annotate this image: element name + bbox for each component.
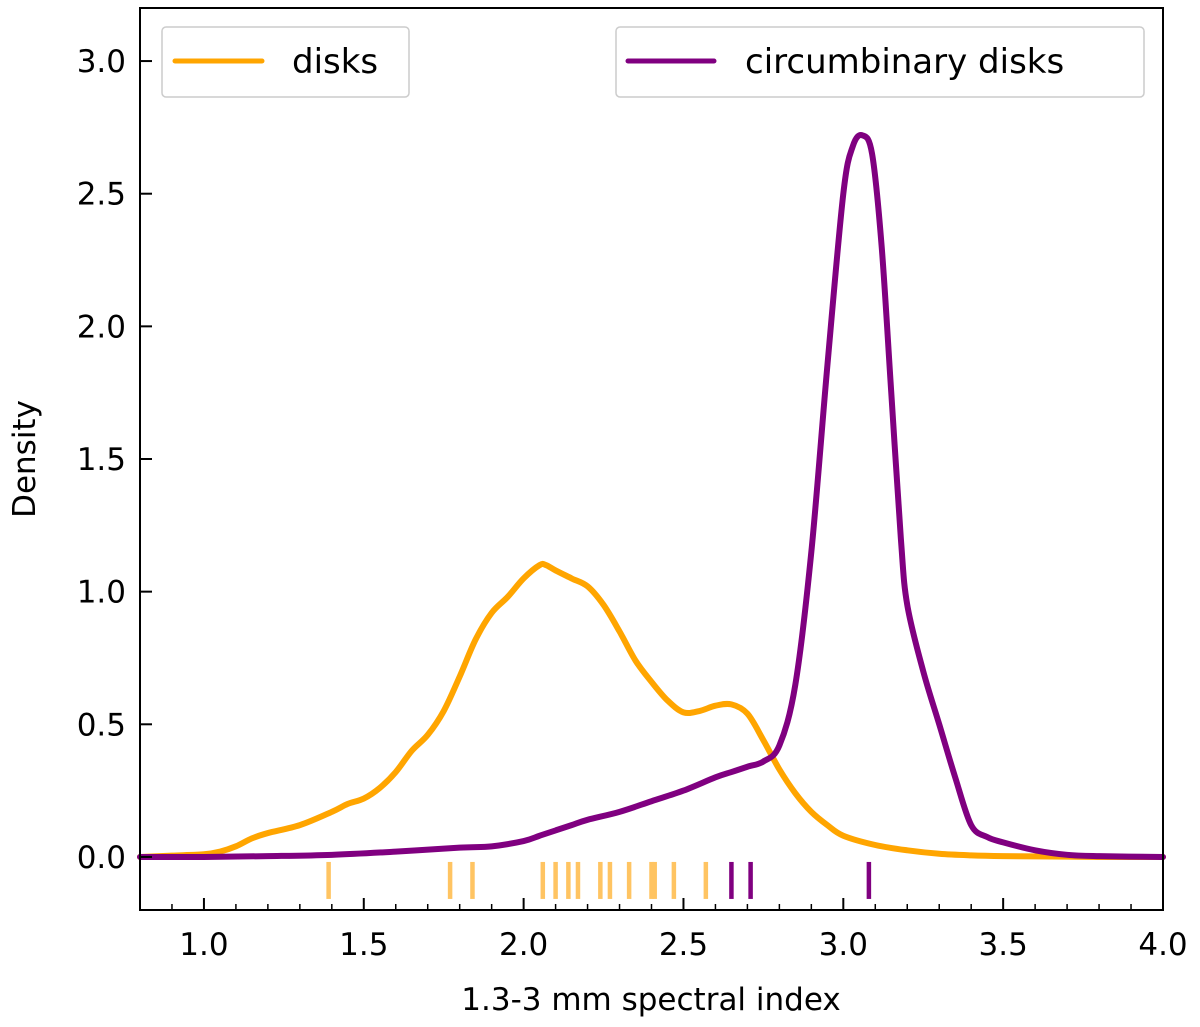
legend-marker-disks bbox=[215, 58, 221, 64]
y-tick-label: 2.0 bbox=[77, 309, 126, 345]
x-tick-label: 1.0 bbox=[179, 927, 228, 963]
y-tick-label: 3.0 bbox=[77, 44, 126, 80]
legend-box-circumbinary-disks bbox=[615, 26, 1145, 98]
series-line-circumbinary-disks bbox=[137, 132, 1166, 860]
y-tick-label: 2.5 bbox=[77, 177, 126, 213]
ticks-layer: 1.0 1.5 2.0 2.5 3.0 3.5 4.0 0.0 0.5 1.0 1.5 2.0 2.5 3… bbox=[77, 44, 1188, 963]
x-axis-label: 1.3-3 mm spectral index bbox=[461, 982, 840, 1018]
x-tick-label: 1.5 bbox=[339, 927, 388, 963]
legend-box-disks bbox=[161, 26, 410, 98]
x-tick-label: 2.0 bbox=[499, 927, 548, 963]
x-tick-label: 4.0 bbox=[1138, 927, 1187, 963]
legend-label-circumbinary-disks: circumbinary disks bbox=[745, 42, 1064, 82]
x-tick-label: 3.5 bbox=[979, 927, 1028, 963]
legend-marker-circumbinary-disks bbox=[668, 58, 674, 64]
y-tick-label: 0.5 bbox=[77, 707, 126, 743]
y-tick-label: 1.0 bbox=[77, 575, 126, 611]
series-line-disks bbox=[137, 560, 1166, 860]
x-tick-label: 3.0 bbox=[819, 927, 868, 963]
y-tick-label: 1.5 bbox=[77, 442, 126, 478]
y-tick-label: 0.0 bbox=[77, 840, 126, 876]
rug-layer bbox=[326, 861, 872, 899]
legend-disks: disks bbox=[161, 26, 410, 98]
curves-layer bbox=[137, 132, 1166, 860]
legend-label-disks: disks bbox=[292, 42, 378, 82]
x-tick-label: 2.5 bbox=[659, 927, 708, 963]
legend-circumbinary-disks: circumbinary disks bbox=[615, 26, 1145, 98]
plot-frame bbox=[139, 7, 1164, 911]
y-axis-label: Density bbox=[7, 400, 43, 518]
